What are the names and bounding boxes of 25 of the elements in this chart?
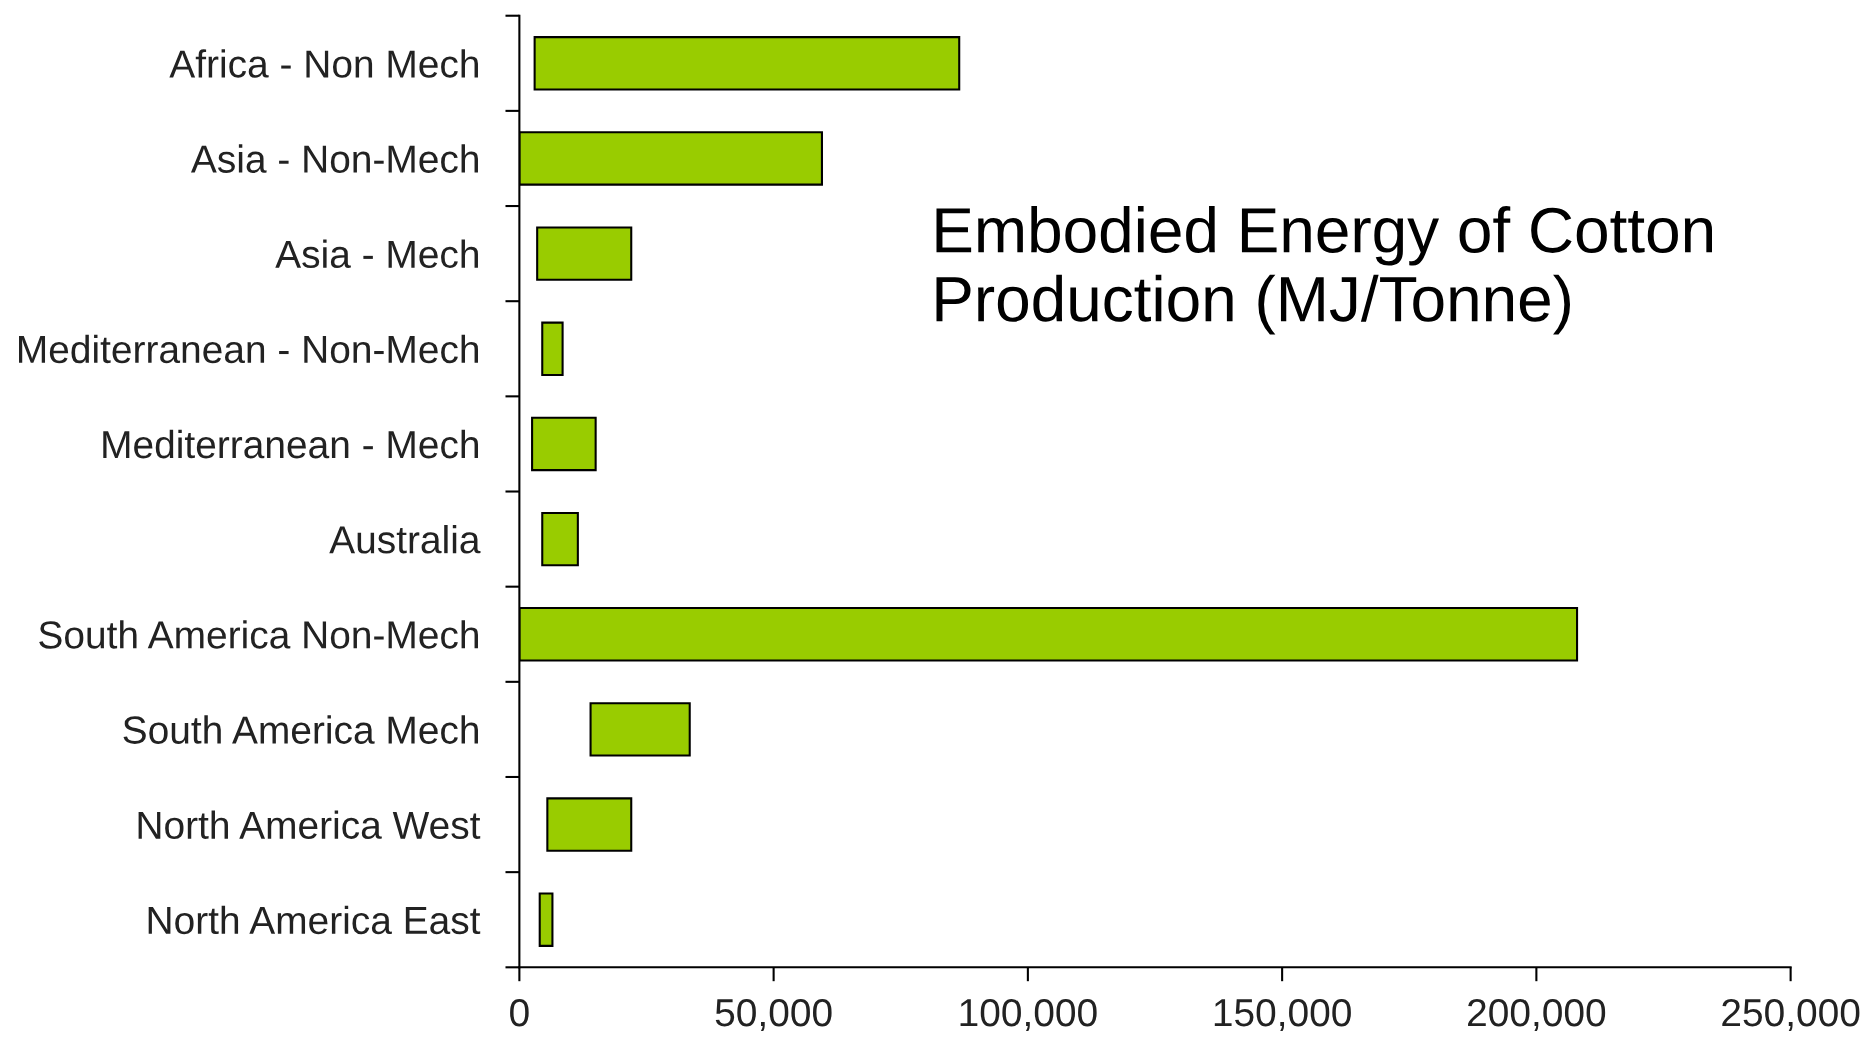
y-tick-label: South America Mech — [123, 715, 478, 744]
y-tick-label: North America East — [148, 905, 481, 935]
x-tick-label: 250,000 — [1722, 998, 1860, 1032]
y-tick-label: Asia - Non-Mech — [190, 144, 478, 173]
y-tick-label: Asia - Mech — [275, 239, 478, 269]
bar — [546, 797, 633, 852]
bar — [541, 321, 564, 376]
bar — [531, 416, 597, 472]
text: Embodied Energy of Cotton Production (MJ/Tonne) — [936, 206, 1712, 335]
x-tick-label: 150,000 — [1214, 998, 1351, 1032]
bar — [533, 36, 961, 91]
bar — [538, 892, 554, 947]
x-tick-label: 0 — [510, 998, 529, 1027]
y-tick-label: South America Non-Mech — [39, 620, 478, 649]
y-tick-label: Africa - Non Mech — [169, 49, 478, 78]
y-tick-label: Mediterranean - Mech — [103, 429, 478, 459]
y-tick-label: Mediterranean - Non-Mech — [19, 334, 478, 364]
y-tick-label: Australia — [329, 525, 481, 554]
y-tick-label: North America West — [138, 810, 481, 840]
x-tick-label: 50,000 — [715, 998, 832, 1032]
bar — [541, 511, 579, 567]
x-tick-label: 200,000 — [1468, 998, 1606, 1032]
bar — [589, 702, 691, 757]
bar — [536, 226, 633, 281]
x-tick-label: 100,000 — [960, 998, 1097, 1032]
